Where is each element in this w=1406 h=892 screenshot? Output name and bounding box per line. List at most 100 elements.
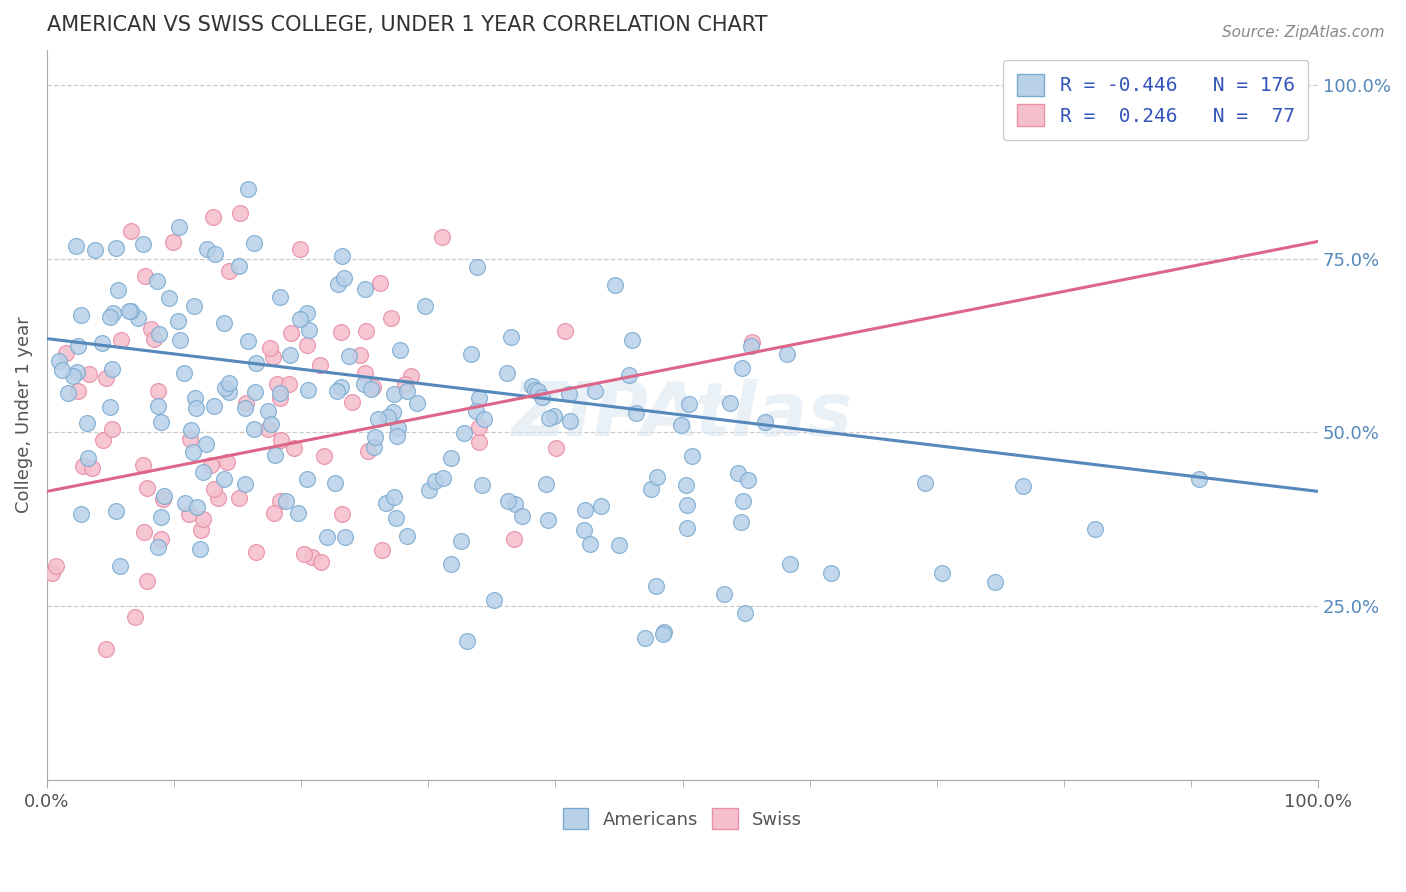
- Point: [309, 358, 332, 372]
- Point: [173, 496, 195, 510]
- Point: [229, 206, 252, 220]
- Point: [283, 441, 305, 455]
- Point: [326, 277, 349, 291]
- Point: [214, 472, 236, 486]
- Point: [754, 416, 776, 430]
- Point: [186, 500, 208, 514]
- Point: [257, 422, 280, 436]
- Point: [353, 377, 375, 392]
- Point: [1012, 478, 1035, 492]
- Point: [256, 404, 278, 418]
- Point: [167, 314, 190, 328]
- Text: ZIPAtlas: ZIPAtlas: [512, 378, 853, 451]
- Point: [440, 450, 463, 465]
- Point: [83, 243, 105, 257]
- Point: [190, 523, 212, 537]
- Point: [69, 508, 91, 522]
- Point: [510, 509, 533, 524]
- Point: [619, 368, 641, 383]
- Point: [730, 515, 752, 529]
- Point: [191, 465, 214, 479]
- Point: [314, 449, 336, 463]
- Point: [218, 264, 240, 278]
- Point: [537, 513, 560, 527]
- Point: [269, 391, 291, 405]
- Point: [360, 383, 382, 397]
- Legend: Americans, Swiss: Americans, Swiss: [555, 801, 810, 836]
- Point: [127, 311, 149, 326]
- Point: [578, 537, 600, 551]
- Point: [357, 444, 380, 458]
- Point: [288, 311, 311, 326]
- Point: [730, 360, 752, 375]
- Point: [531, 390, 554, 404]
- Point: [354, 367, 377, 381]
- Point: [727, 466, 749, 480]
- Point: [456, 634, 478, 648]
- Point: [440, 558, 463, 572]
- Point: [465, 260, 488, 274]
- Point: [131, 237, 153, 252]
- Point: [124, 609, 146, 624]
- Point: [287, 506, 309, 520]
- Point: [169, 333, 191, 347]
- Point: [605, 278, 627, 293]
- Point: [194, 437, 217, 451]
- Point: [207, 491, 229, 505]
- Point: [45, 558, 67, 573]
- Point: [238, 334, 260, 348]
- Point: [146, 399, 169, 413]
- Point: [242, 235, 264, 250]
- Point: [1188, 472, 1211, 486]
- Point: [269, 290, 291, 304]
- Point: [468, 391, 491, 405]
- Point: [217, 455, 239, 469]
- Point: [80, 461, 103, 475]
- Point: [337, 349, 360, 363]
- Point: [678, 397, 700, 411]
- Point: [132, 525, 155, 540]
- Point: [644, 579, 666, 593]
- Point: [718, 396, 741, 410]
- Point: [292, 547, 315, 561]
- Point: [557, 387, 579, 401]
- Point: [100, 421, 122, 435]
- Point: [364, 430, 387, 444]
- Point: [212, 316, 235, 330]
- Point: [233, 477, 256, 491]
- Point: [184, 401, 207, 415]
- Point: [354, 324, 377, 338]
- Point: [733, 493, 755, 508]
- Point: [91, 433, 114, 447]
- Point: [104, 241, 127, 255]
- Point: [149, 532, 172, 546]
- Point: [652, 625, 675, 640]
- Point: [94, 641, 117, 656]
- Point: [70, 308, 93, 322]
- Point: [741, 334, 763, 349]
- Point: [100, 361, 122, 376]
- Point: [298, 323, 321, 337]
- Point: [495, 367, 517, 381]
- Point: [48, 354, 70, 368]
- Point: [652, 627, 675, 641]
- Point: [148, 326, 170, 341]
- Point: [361, 380, 384, 394]
- Point: [430, 230, 453, 244]
- Point: [136, 574, 159, 588]
- Point: [382, 405, 405, 419]
- Point: [626, 406, 648, 420]
- Point: [101, 306, 124, 320]
- Point: [675, 478, 697, 492]
- Point: [367, 411, 389, 425]
- Point: [263, 506, 285, 520]
- Point: [527, 384, 550, 399]
- Point: [134, 269, 156, 284]
- Point: [385, 429, 408, 443]
- Point: [214, 381, 236, 395]
- Point: [384, 510, 406, 524]
- Point: [274, 494, 297, 508]
- Point: [236, 182, 259, 196]
- Point: [278, 376, 301, 391]
- Point: [218, 384, 240, 399]
